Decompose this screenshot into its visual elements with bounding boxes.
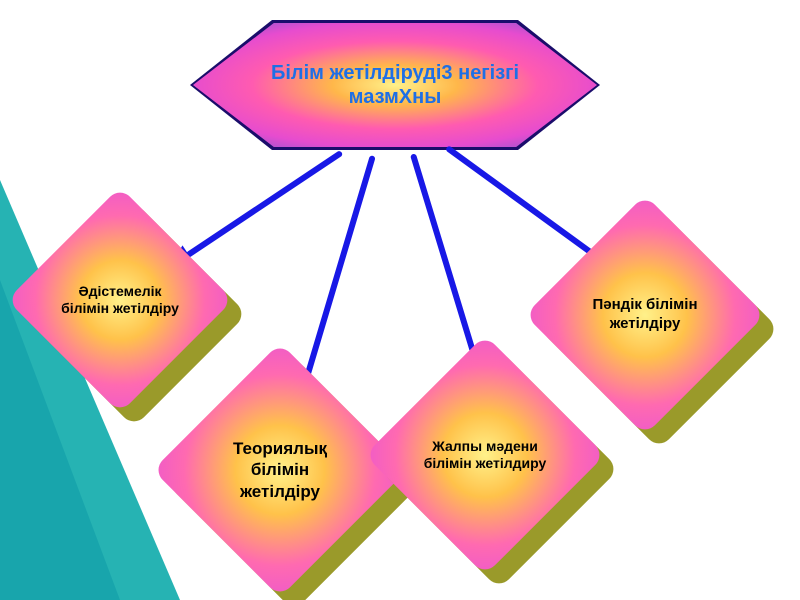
arrow-2 [303,155,375,380]
arrow-3 [410,153,482,373]
node-label: Теориялық білімін жетілдіру [190,380,370,560]
node-label: Әдістемелік білімін жетілдіру [40,220,200,380]
node-n4: Пәндік білімін жетілдіру [560,230,730,400]
hexagon-fill: Білім жетілдіруді3 негізгі мазмХны [193,23,597,147]
node-label: Пәндік білімін жетілдіру [560,230,730,400]
header-hexagon: Білім жетілдіруді3 негізгі мазмХны [190,20,600,150]
arrow-1 [185,150,343,258]
node-label: Жалпы мәдени білімін жетілдиру [400,370,570,540]
node-n2: Теориялық білімін жетілдіру [190,380,370,560]
node-n3: Жалпы мәдени білімін жетілдиру [400,370,570,540]
node-n1: Әдістемелік білімін жетілдіру [40,220,200,380]
diagram-canvas: Білім жетілдіруді3 негізгі мазмХны Әдіст… [0,0,800,600]
header-title: Білім жетілдіруді3 негізгі мазмХны [193,61,597,109]
